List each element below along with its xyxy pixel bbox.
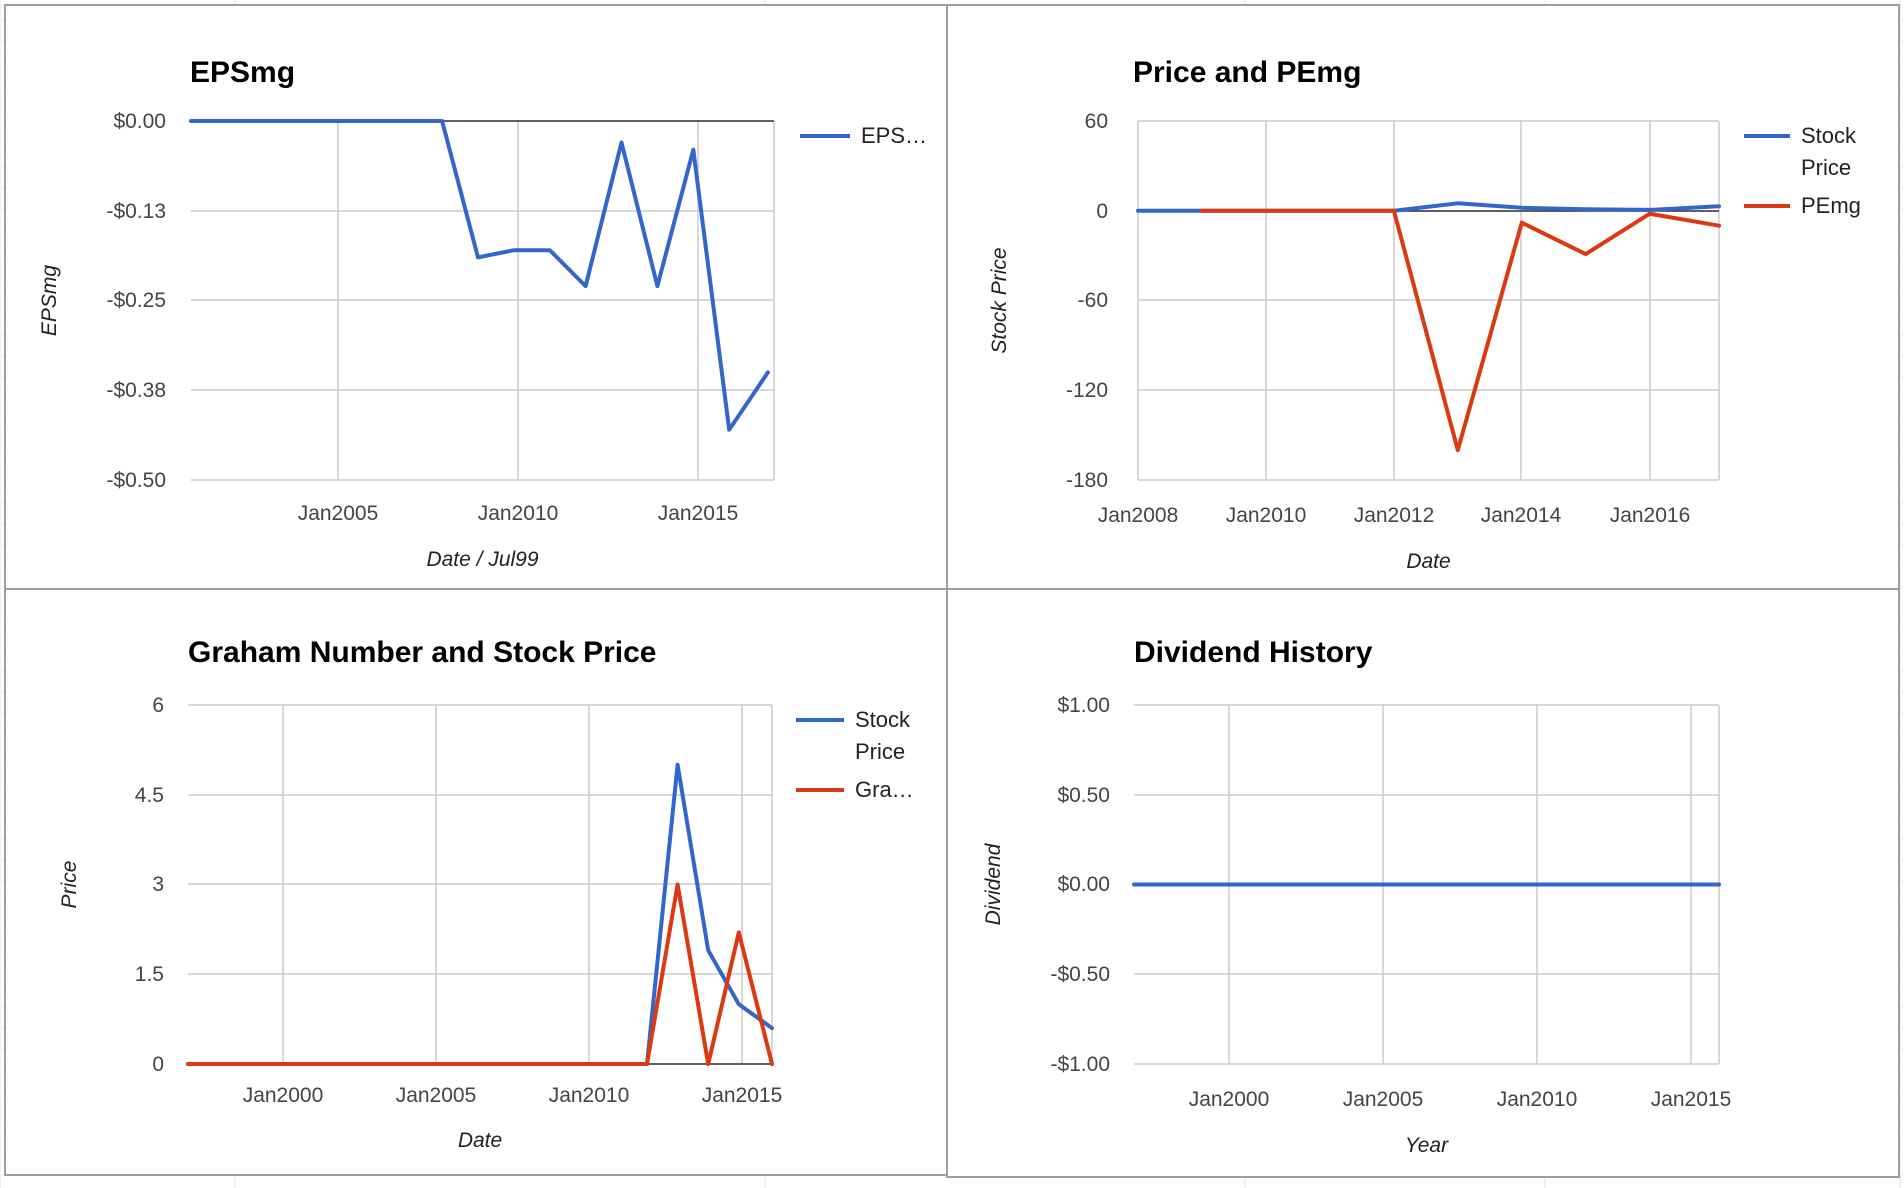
y-tick-label: $0.50 [1057, 784, 1110, 807]
x-tick-label: Jan2000 [1189, 1088, 1270, 1111]
x-axis-title: Date / Jul99 [426, 548, 538, 571]
y-tick-label: -$0.38 [106, 379, 166, 402]
y-tick-label: 0 [152, 1053, 164, 1076]
chart-title: Dividend History [1134, 636, 1373, 669]
y-axis-title: Price [58, 861, 81, 909]
y-axis-title: Stock Price [988, 247, 1011, 353]
y-tick-label: 0 [1096, 200, 1108, 223]
x-axis-title: Date [1406, 550, 1450, 573]
series-line-0 [189, 119, 770, 432]
chart-panel-epsmg[interactable]: EPSmg $0.00 -$0.13 -$0.25 -$0.38 -$0.50 Jan200… [4, 4, 948, 590]
y-tick-label: -$0.50 [106, 469, 166, 492]
y-tick-label: -$0.25 [106, 289, 166, 312]
y-tick-label: -60 [1078, 289, 1108, 312]
y-tick-label: 3 [152, 873, 164, 896]
chart-panel-price-and-pemg[interactable]: Price and PEmg 60 0 -60 -120 -180 Jan2008 Jan20… [946, 4, 1900, 590]
y-tick-label: 4.5 [135, 784, 164, 807]
price-and-pemg-chart: Price and PEmg 60 0 -60 -120 -180 Jan2008 Jan20… [988, 56, 1861, 573]
x-tick-label: Jan2015 [1651, 1088, 1732, 1111]
y-tick-label: -120 [1066, 379, 1108, 402]
x-tick-label: Jan2015 [702, 1084, 783, 1107]
graham-number-chart: Graham Number and Stock Price 6 4.5 3 1.5 0 Ja… [58, 636, 914, 1152]
legend-label-0: Stock Price [855, 707, 911, 764]
x-axis-title: Date [458, 1129, 502, 1152]
x-tick-label: Jan2010 [478, 502, 559, 525]
y-tick-label: 1.5 [135, 963, 164, 986]
x-tick-label: Jan2014 [1481, 504, 1562, 527]
chart-title: EPSmg [190, 56, 295, 89]
legend: Stock Price PEmg [1744, 123, 1861, 218]
legend: EPS… [800, 123, 927, 148]
legend: Stock Price Gra… [796, 707, 914, 802]
x-tick-label: Jan2005 [1343, 1088, 1424, 1111]
x-tick-label: Jan2008 [1098, 504, 1179, 527]
y-tick-label: 6 [152, 694, 164, 717]
x-tick-label: Jan2010 [1226, 504, 1307, 527]
y-tick-label: $1.00 [1057, 694, 1110, 717]
series-line-1 [1200, 208, 1721, 453]
gridlines [1137, 120, 1720, 481]
y-axis-title: Dividend [982, 842, 1005, 925]
y-tick-label: -$0.13 [106, 200, 166, 223]
legend-label-1: PEmg [1801, 193, 1861, 218]
legend-label-0: Stock Price [1801, 123, 1857, 180]
x-tick-label: Jan2005 [396, 1084, 477, 1107]
y-tick-label: -$0.50 [1050, 963, 1110, 986]
x-tick-label: Jan2010 [1497, 1088, 1578, 1111]
y-tick-label: -$1.00 [1050, 1053, 1110, 1076]
y-tick-label: 60 [1085, 110, 1108, 133]
y-axis-title: EPSmg [38, 265, 61, 337]
x-axis-title: Year [1405, 1134, 1449, 1157]
epsmg-chart: EPSmg $0.00 -$0.13 -$0.25 -$0.38 -$0.50 Jan200… [38, 56, 927, 571]
chart-panel-dividend-history[interactable]: Dividend History $1.00 $0.50 $0.00 -$0.50 -$1… [946, 588, 1900, 1178]
chart-title: Price and PEmg [1133, 56, 1361, 89]
y-tick-label: -180 [1066, 469, 1108, 492]
x-tick-label: Jan2010 [549, 1084, 630, 1107]
gridlines [188, 704, 773, 1065]
x-tick-label: Jan2016 [1610, 504, 1691, 527]
y-tick-label: $0.00 [113, 110, 166, 133]
chart-title: Graham Number and Stock Price [188, 636, 657, 669]
dividend-history-chart: Dividend History $1.00 $0.50 $0.00 -$0.50 -$1… [982, 636, 1732, 1157]
chart-panel-graham-number[interactable]: Graham Number and Stock Price 6 4.5 3 1.5 0 Ja… [4, 588, 948, 1176]
legend-label-0: EPS… [861, 123, 927, 148]
x-tick-label: Jan2005 [298, 502, 379, 525]
y-tick-label: $0.00 [1057, 873, 1110, 896]
x-tick-label: Jan2015 [658, 502, 739, 525]
legend-label-1: Gra… [855, 777, 914, 802]
x-tick-label: Jan2000 [243, 1084, 324, 1107]
x-tick-label: Jan2012 [1354, 504, 1435, 527]
series-line-1 [186, 882, 774, 1066]
